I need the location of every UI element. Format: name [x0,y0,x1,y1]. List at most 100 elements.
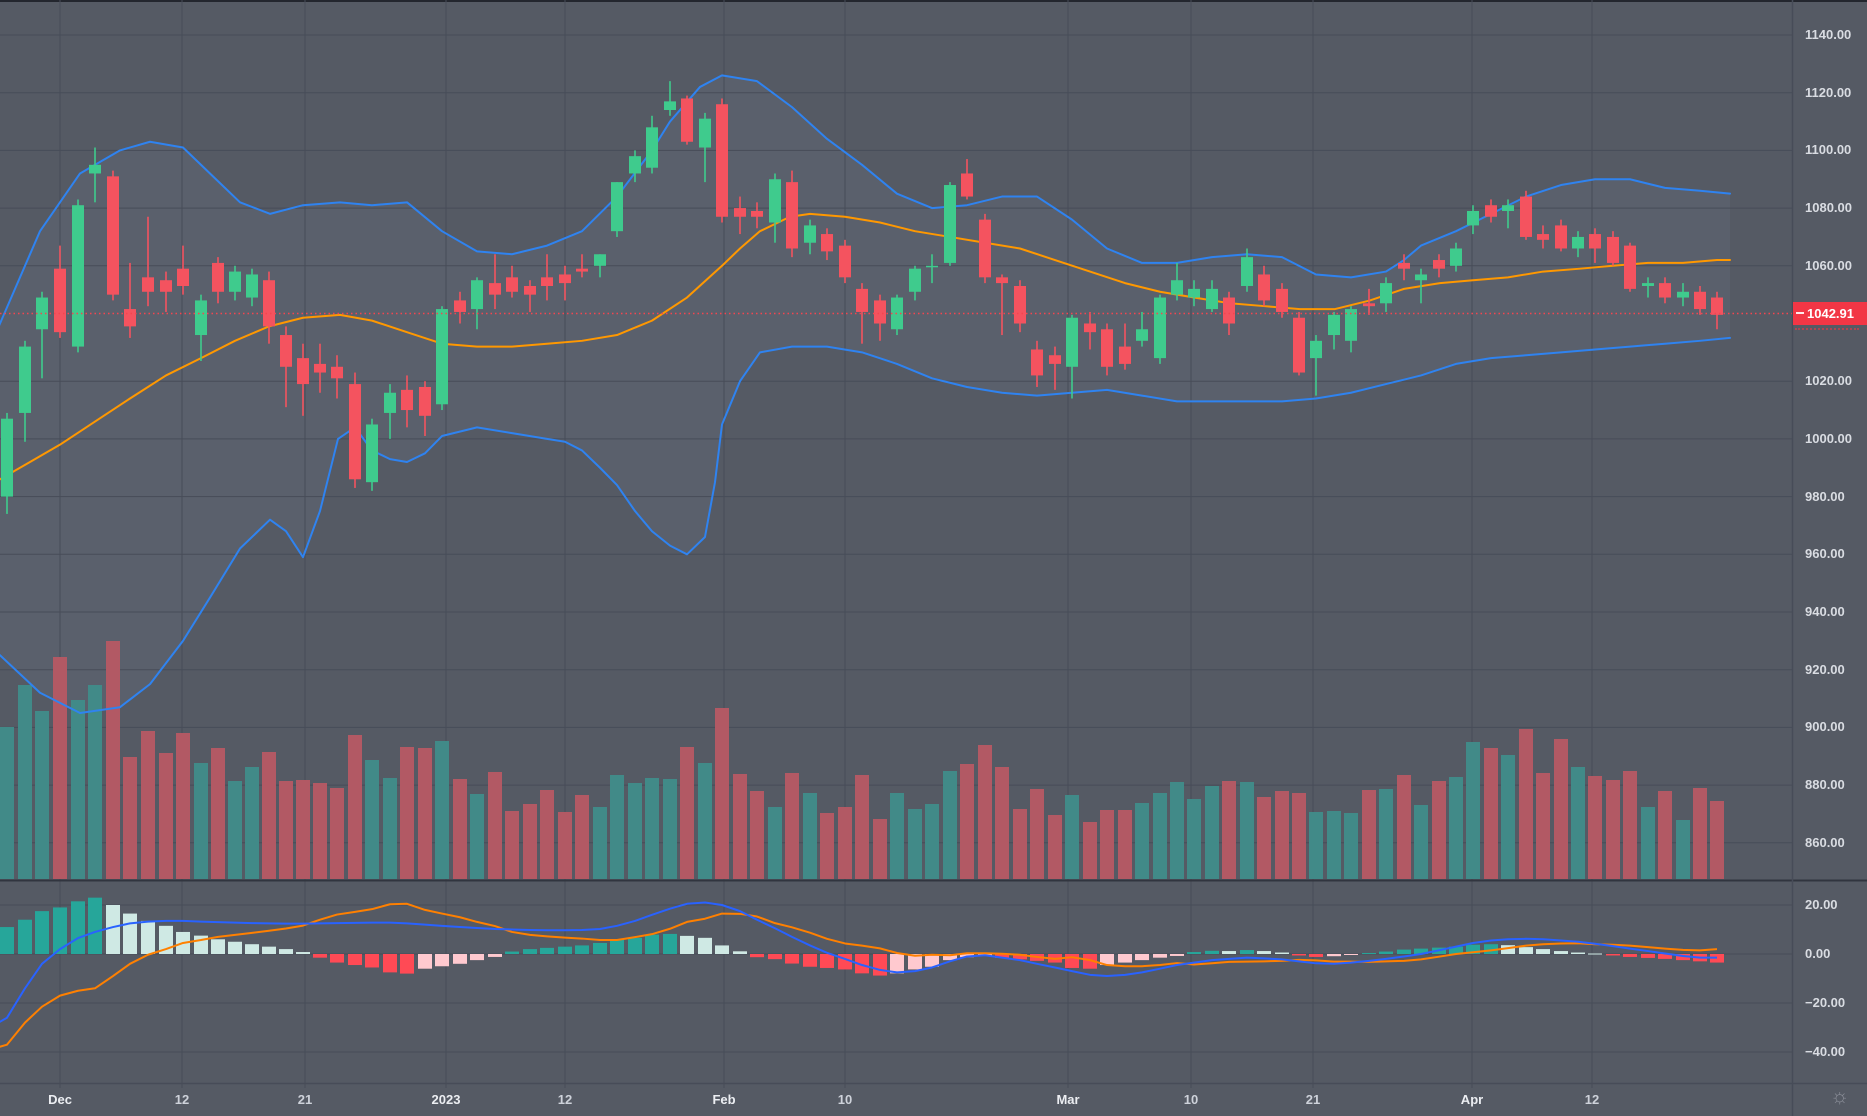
macd-histogram-bar [1275,952,1289,954]
candle-body-down [263,280,275,327]
macd-histogram-bar [348,954,362,966]
volume-bar [53,657,67,879]
macd-histogram-bar [1606,954,1620,956]
volume-bar [1571,767,1585,879]
candle-body-down [160,280,172,292]
macd-histogram-bar [1205,950,1219,954]
candle-body-down [1659,283,1671,298]
price-tick-label: 1000.00 [1805,430,1852,446]
time-tick-label: 12 [557,1092,573,1107]
macd-histogram-bar [1170,954,1184,956]
volume-bar [35,711,49,879]
macd-histogram-bar [1449,946,1463,954]
macd-histogram-bar [1641,954,1655,958]
macd-histogram-bar [505,951,519,954]
volume-bar [1030,789,1044,879]
candle-body-down [1433,260,1445,269]
volume-bar [1170,782,1184,879]
volume-bar [435,741,449,879]
macd-histogram-bar [750,954,764,958]
time-tick-label-major: Apr [1460,1092,1484,1107]
macd-histogram-bar [1065,954,1079,968]
volume-bar [943,771,957,879]
macd-histogram-bar [279,949,293,954]
macd-histogram-bar [228,941,242,954]
candle-body-up [1310,340,1322,359]
bollinger-upper-line [0,74,1731,327]
macd-histogram-bar [1083,954,1097,969]
candle-body-up [1450,248,1462,266]
macd-histogram-bar [890,954,904,974]
macd-histogram-bar [803,954,817,967]
volume-bar [820,813,834,879]
bollinger-band-fill [0,75,1730,713]
candle-body-down [961,173,973,197]
volume-bar [279,781,293,879]
volume-bar [365,760,379,879]
volume-bar [715,708,729,879]
price-tick-label: 960.00 [1805,546,1845,562]
macd-histogram-bar [211,939,225,954]
price-tick-label: 880.00 [1805,777,1845,793]
candle-body-down [280,335,292,367]
volume-bar [1344,813,1358,879]
volume-bar [1327,811,1341,879]
price-tick-label: 940.00 [1805,604,1845,619]
volume-bar [768,807,782,879]
candle-body-down [541,277,553,286]
volume-bar [1048,815,1062,879]
volume-bar [228,781,242,879]
candle-body-down [1014,285,1026,324]
volume-bar [1205,786,1219,879]
volume-bar [18,685,32,879]
price-badge-tick [1796,312,1804,314]
candle-body-down [716,104,728,217]
candle-body-down [54,268,66,333]
volume-bar [1222,781,1236,879]
time-tick-label: 21 [1305,1092,1321,1107]
candle-body-up [1572,236,1584,249]
candle-body-up [1241,257,1253,286]
volume-bar [925,804,939,879]
macd-histogram-bar [855,954,869,974]
volume-bar [88,685,102,879]
macd-histogram-bar [400,954,414,974]
candle-body-up [1206,288,1218,310]
volume-bar [1083,822,1097,879]
macd-histogram-bar [908,954,922,970]
volume-bar [575,795,589,879]
macd-histogram-bar [593,942,607,954]
macd-histogram-bar [873,954,887,976]
candle-body-down [419,386,431,416]
candle-body-up [89,164,101,174]
macd-histogram-bar [1222,951,1236,954]
candle-body-up [229,271,241,292]
macd-histogram-bar [0,927,14,954]
macd-histogram-bar [1554,951,1568,954]
volume-bar [803,793,817,879]
volume-bar [908,809,922,879]
macd-histogram-bar [995,954,1009,958]
volume-bar [0,727,14,879]
macd-histogram-bar [53,907,67,954]
macd-histogram-bar [925,954,939,967]
macd-histogram-bar [1187,952,1201,954]
volume-bar [1118,810,1132,879]
volume-bar [1100,810,1114,879]
volume-bar [1536,773,1550,879]
volume-bar [1135,803,1149,879]
volume-bar [470,794,484,879]
volume-bar [1362,790,1376,879]
candle-body-down [996,277,1008,284]
volume-bar [453,779,467,879]
volume-bar [890,793,904,879]
volume-bar [1588,776,1602,879]
macd-histogram-bar [943,954,957,961]
volume-bar [141,731,155,879]
volume-bar [1379,789,1393,879]
volume-bar [873,819,887,879]
sun-icon[interactable]: ☼ [1830,1085,1850,1108]
current-price-value: 1042.91 [1807,306,1854,321]
candle-body-down [331,366,343,379]
